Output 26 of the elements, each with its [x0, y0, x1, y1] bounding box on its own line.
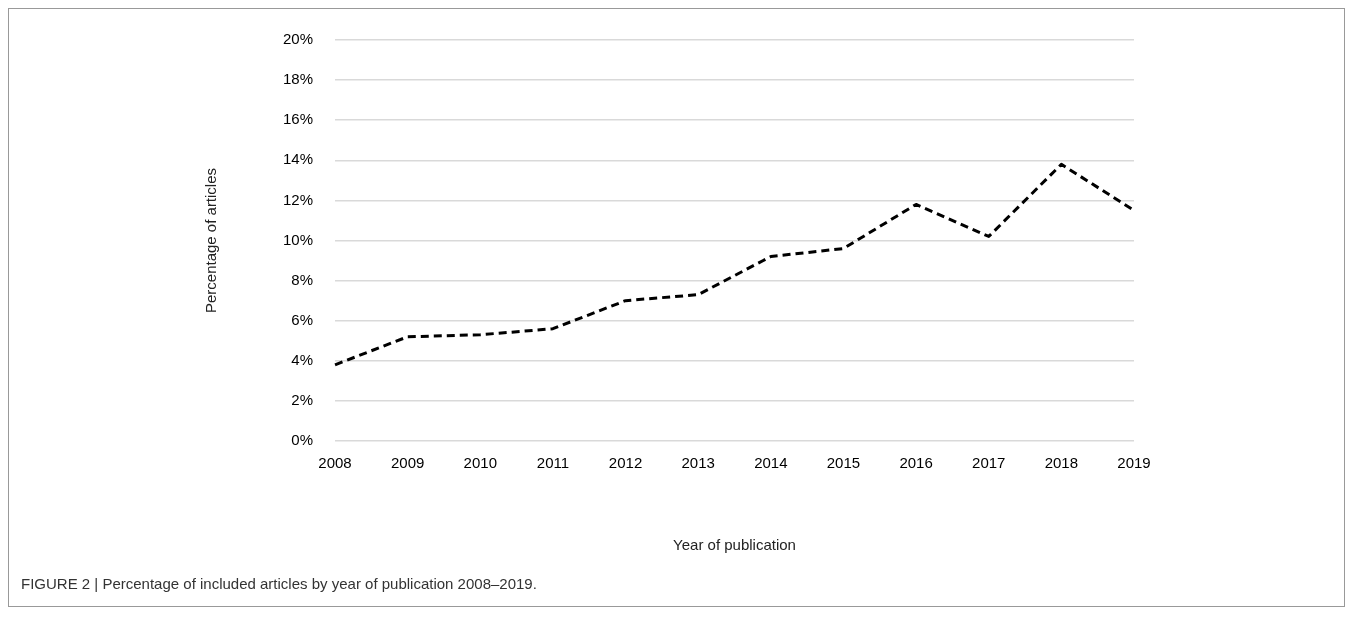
x-tick-label: 2019 — [1117, 454, 1151, 472]
x-axis-title: Year of publication — [673, 536, 796, 554]
caption: FIGURE 2 | Percentage of included articles by year of publication 2008–2019. — [20, 574, 538, 594]
y-tick-label: 18% — [282, 70, 314, 88]
x-tick-label: 2008 — [318, 454, 352, 472]
x-tick-label: 2015 — [826, 454, 861, 472]
y-tick-label: 4% — [291, 350, 314, 368]
x-tick-label: 2014 — [754, 454, 788, 472]
x-tick-label: 2016 — [899, 454, 933, 472]
x-tick-label: 2010 — [463, 454, 497, 472]
y-tick-label: 8% — [291, 270, 314, 288]
x-tick-label: 2009 — [390, 454, 425, 472]
x-tick-label: 2013 — [681, 454, 715, 472]
y-tick-label: 20% — [282, 30, 314, 48]
x-tick-label: 2012 — [608, 454, 643, 472]
y-tick-label: 6% — [291, 310, 314, 328]
y-axis-title: Percentage of articles — [202, 167, 220, 314]
y-tick-label: 16% — [282, 110, 314, 128]
x-tick-label: 2017 — [972, 454, 1006, 472]
y-tick-label: 12% — [282, 190, 314, 208]
x-tick-label: 2018 — [1044, 454, 1079, 472]
y-tick-label: 10% — [282, 230, 314, 248]
y-tick-label: 2% — [291, 391, 314, 409]
y-tick-label: 0% — [291, 431, 314, 449]
y-tick-label: 14% — [282, 150, 314, 168]
x-tick-label: 2011 — [536, 454, 570, 472]
